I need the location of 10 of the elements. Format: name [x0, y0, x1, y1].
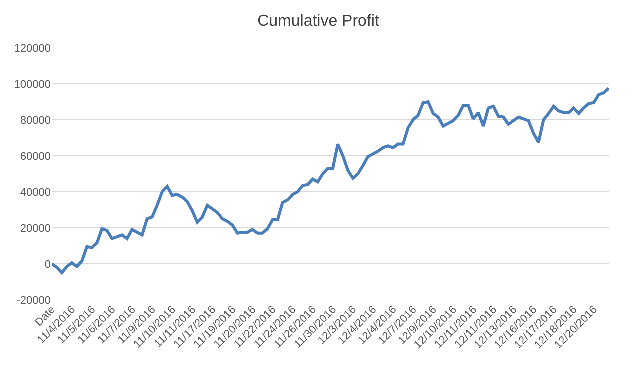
y-tick-label: 100000	[14, 78, 51, 91]
y-tick-label: -20000	[16, 294, 51, 307]
y-tick-label: 0	[44, 258, 51, 271]
line-series	[52, 87, 609, 274]
y-tick-label: 20000	[20, 222, 51, 235]
y-tick-label: 120000	[14, 42, 51, 55]
y-tick-label: 80000	[20, 114, 51, 127]
chart-title: Cumulative Profit	[258, 13, 380, 30]
y-tick-label: 60000	[20, 150, 51, 163]
y-tick-label: 40000	[20, 186, 51, 199]
